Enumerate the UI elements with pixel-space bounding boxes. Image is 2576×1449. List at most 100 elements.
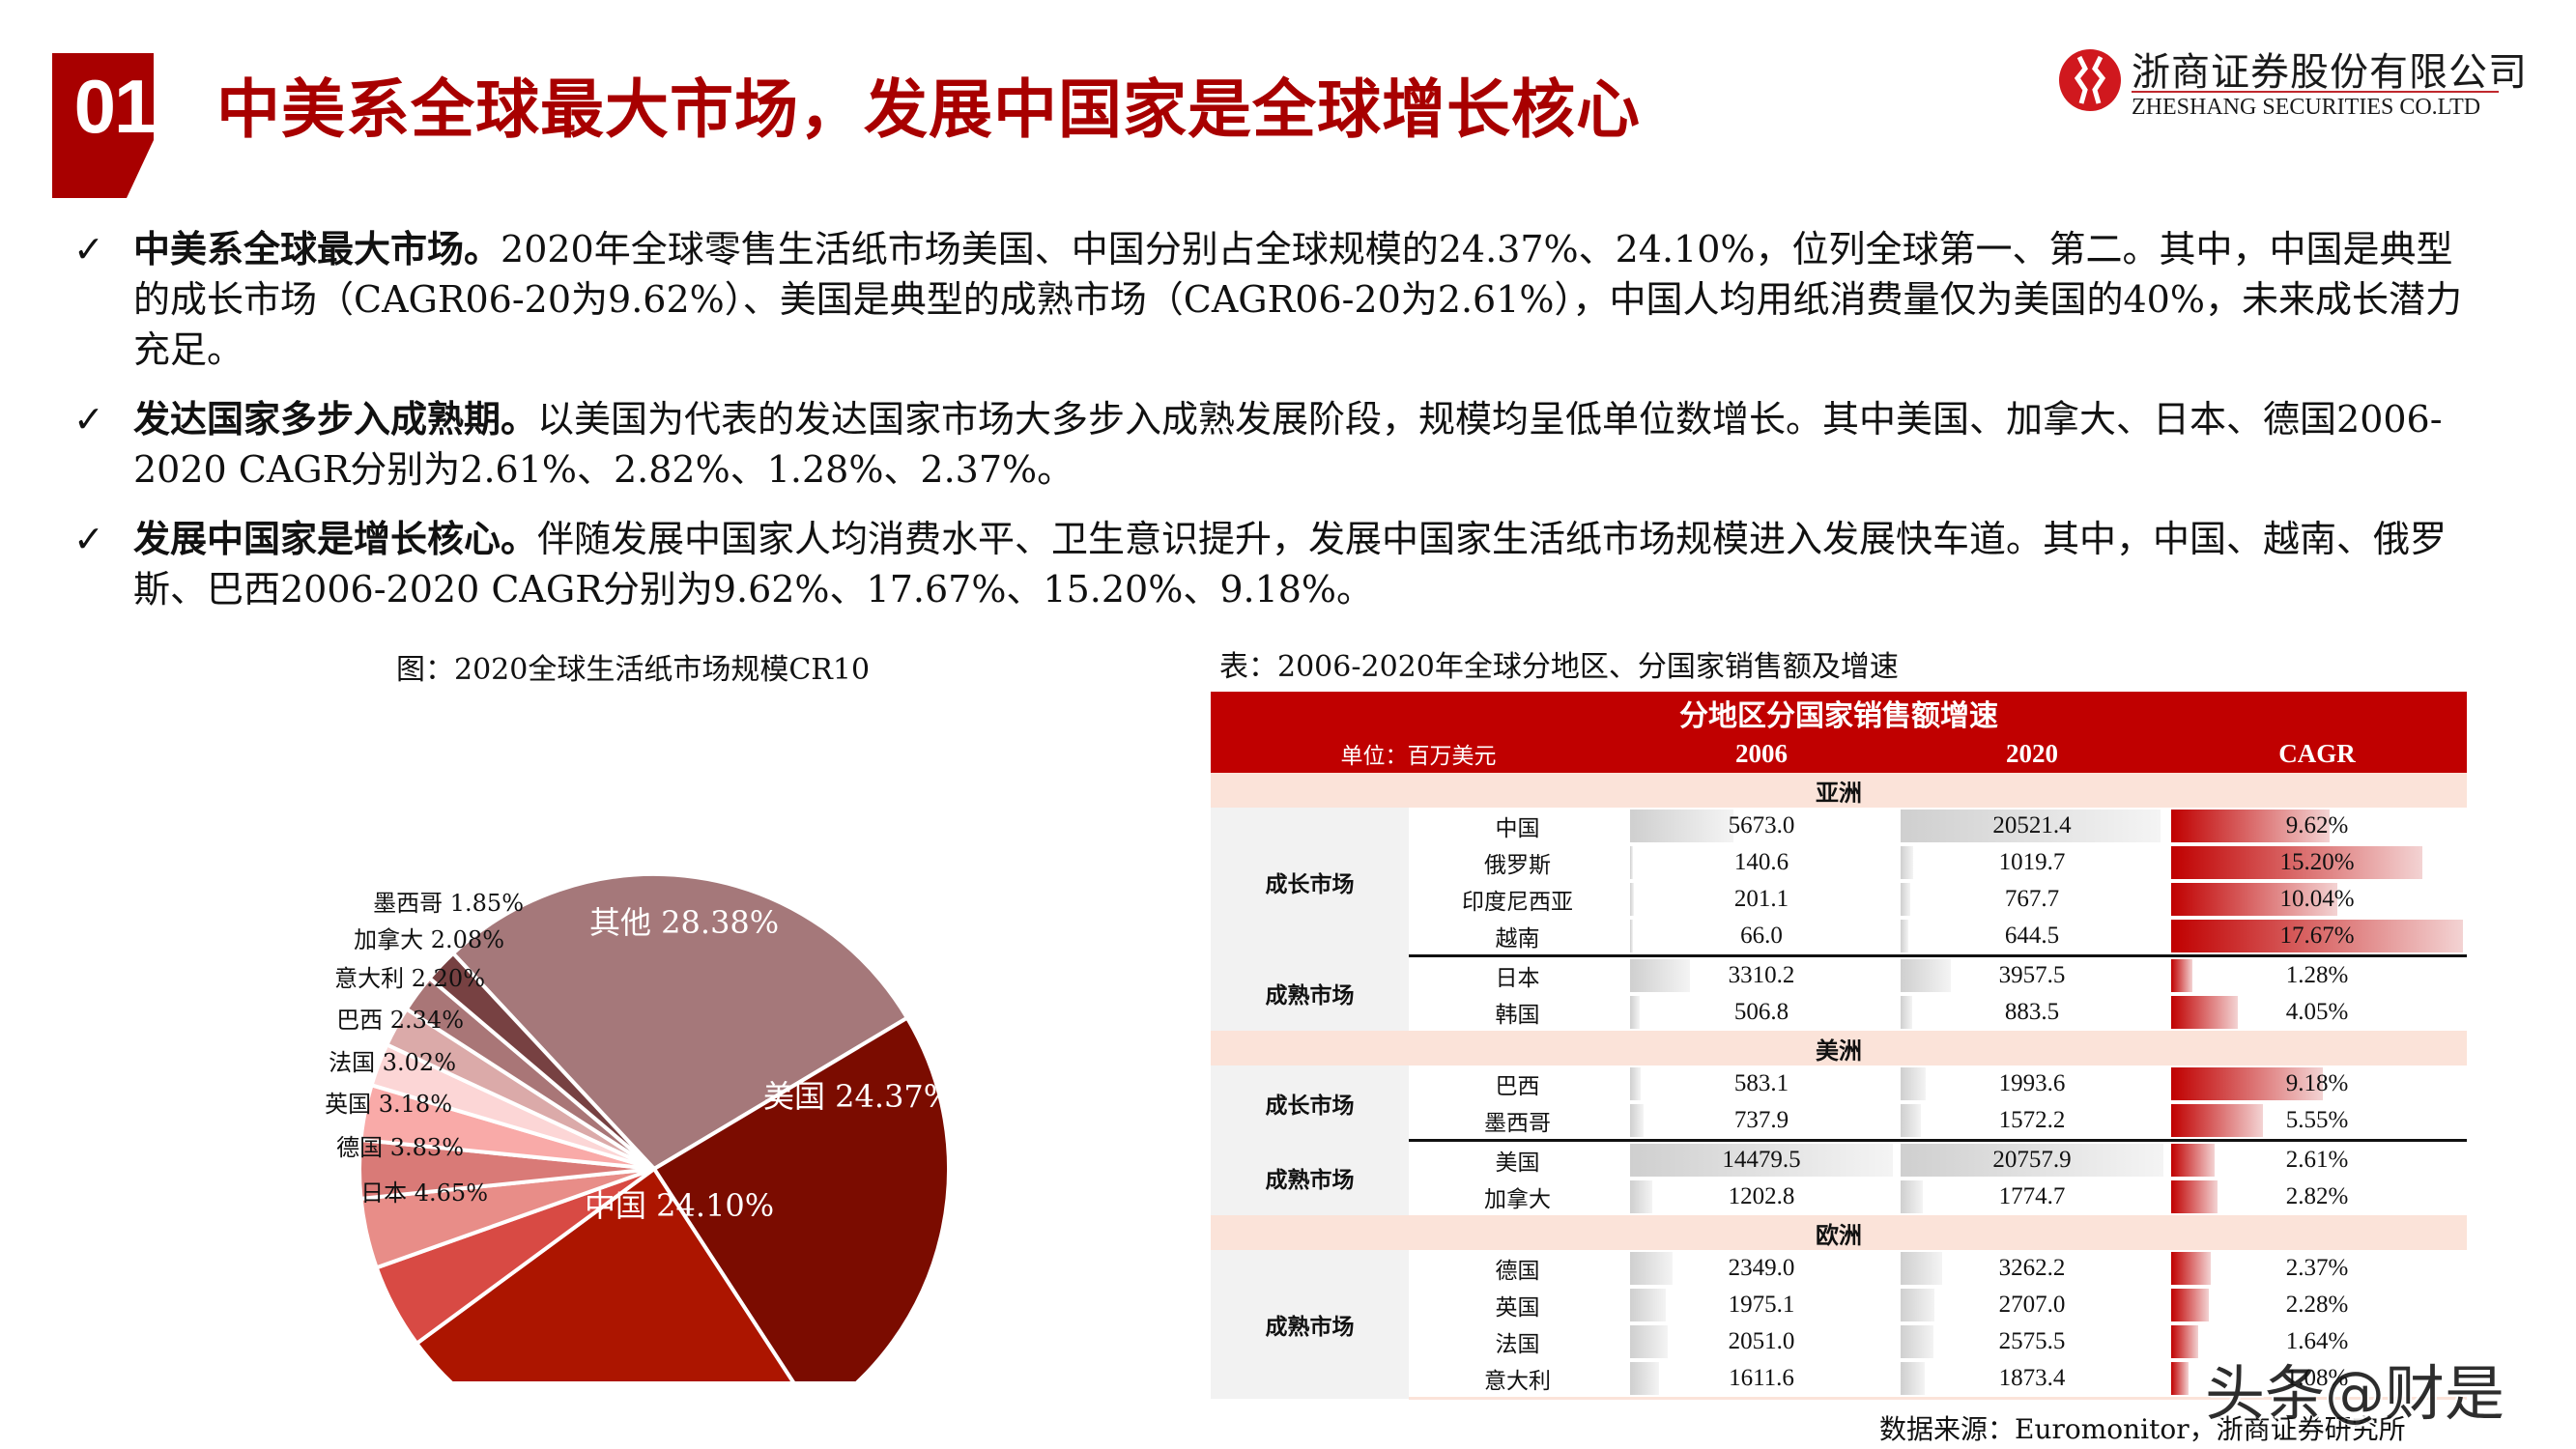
sales-2020-cell: 1774.7 bbox=[1897, 1179, 2167, 1215]
cagr-cell: 2.28% bbox=[2167, 1287, 2467, 1323]
country-name: 德国 bbox=[1495, 1259, 1540, 1284]
data-bar bbox=[2171, 920, 2463, 952]
chart-caption: 图：2020全球生活纸市场规模CR10 bbox=[396, 653, 871, 687]
table-title: 分地区分国家销售额增速 bbox=[1211, 692, 2467, 734]
sales-2020-cell: 767.7 bbox=[1897, 881, 2167, 918]
bullet-item: ✓ 发达国家多步入成熟期。以美国为代表的发达国家市场大多步入成熟发展阶段，规模均… bbox=[73, 394, 2489, 495]
cell-value: 66.0 bbox=[1740, 923, 1783, 949]
pie-slice-label: 德国 3.83% bbox=[336, 1134, 464, 1161]
pie-slice bbox=[426, 951, 656, 1171]
cagr-cell: 2.82% bbox=[2167, 1179, 2467, 1215]
sales-2006-cell: 3310.2 bbox=[1626, 956, 1897, 995]
cell-value: 1.64% bbox=[2285, 1328, 2349, 1354]
cell-value: 1.08% bbox=[2285, 1365, 2349, 1391]
sales-2020-cell: 1873.4 bbox=[1897, 1360, 2167, 1400]
data-bar bbox=[1630, 1362, 1660, 1395]
cell-value: 1873.4 bbox=[1998, 1365, 2066, 1391]
data-bar bbox=[1630, 920, 1633, 952]
cell-value: 5.55% bbox=[2285, 1107, 2349, 1133]
region-name: 欧洲 bbox=[1211, 1215, 2467, 1250]
data-bar bbox=[1630, 810, 1733, 842]
sales-2006-cell: 583.1 bbox=[1626, 1065, 1897, 1102]
cell-value: 2707.0 bbox=[1998, 1292, 2066, 1318]
logo-name-cn: 浙商证券股份有限公司 bbox=[2132, 50, 2528, 95]
cell-value: 3957.5 bbox=[1998, 962, 2066, 988]
data-bar bbox=[2171, 846, 2422, 879]
pie-slice-label: 英国 3.18% bbox=[325, 1091, 452, 1118]
column-header-cagr: CAGR bbox=[2167, 734, 2467, 773]
sales-2020-cell: 3957.5 bbox=[1897, 956, 2167, 995]
table-caption: 表：2006-2020年全球分地区、分国家销售额及增速 bbox=[1219, 650, 1899, 684]
zheshang-logo-icon bbox=[2059, 49, 2121, 111]
data-bar bbox=[1901, 1144, 2163, 1177]
data-bar bbox=[2171, 883, 2337, 916]
cagr-cell: 9.62% bbox=[2167, 808, 2467, 844]
cell-value: 644.5 bbox=[2004, 923, 2060, 949]
country-name: 加拿大 bbox=[1484, 1187, 1551, 1212]
country-name: 英国 bbox=[1495, 1295, 1540, 1321]
cagr-cell: 9.18% bbox=[2167, 1065, 2467, 1102]
cagr-cell: 17.67% bbox=[2167, 918, 2467, 957]
data-bar bbox=[1901, 920, 1909, 952]
bullet-list: ✓ 中美系全球最大市场。2020年全球零售生活纸市场美国、中国分别占全球规模的2… bbox=[73, 224, 2489, 634]
country-name: 中国 bbox=[1495, 816, 1540, 841]
table-row: 成熟市场 德国 2349.0 3262.2 2.37% bbox=[1211, 1250, 2467, 1399]
cell-value: 1572.2 bbox=[1998, 1107, 2066, 1133]
data-bar bbox=[2171, 1067, 2323, 1100]
cagr-cell: 4.05% bbox=[2167, 994, 2467, 1031]
country-name: 意大利 bbox=[1409, 1360, 1626, 1400]
cagr-cell: 10.04% bbox=[2167, 881, 2467, 918]
sales-2020-cell: 2575.5 bbox=[1897, 1323, 2167, 1360]
sales-2020-cell: 2707.0 bbox=[1897, 1287, 2167, 1323]
data-bar bbox=[2171, 1362, 2190, 1395]
pie-slice bbox=[450, 872, 910, 1172]
region-row: 亚洲 bbox=[1211, 773, 2467, 808]
table-row: 印度尼西亚 201.1 767.7 10.04% bbox=[1211, 881, 2467, 918]
cell-value: 15.20% bbox=[2279, 849, 2355, 875]
data-bar bbox=[1630, 959, 1691, 992]
table-row: 韩国 506.8 883.5 4.05% bbox=[1211, 994, 2467, 1031]
cagr-cell: 2.61% bbox=[2167, 1141, 2467, 1179]
data-bar bbox=[1630, 1325, 1668, 1358]
data-bar bbox=[1901, 1289, 1935, 1321]
pie-slice-label: 巴西 2.34% bbox=[336, 1007, 464, 1034]
data-bar bbox=[1901, 1325, 1933, 1358]
cell-value: 4.05% bbox=[2285, 999, 2349, 1025]
watermark: 头条@财是 bbox=[2205, 1358, 2505, 1429]
cagr-cell: 15.20% bbox=[2167, 844, 2467, 881]
sales-2006-cell: 5673.0 bbox=[1626, 808, 1897, 844]
data-bar bbox=[2171, 996, 2239, 1029]
data-bar bbox=[1630, 1289, 1667, 1321]
table-header-row: 单位：百万美元 2006 2020 CAGR bbox=[1211, 734, 2467, 773]
pie-slice bbox=[651, 1014, 951, 1419]
table-row: 成熟市场 美国 14479.5 20757.9 2.61% bbox=[1211, 1140, 2467, 1215]
checkmark-icon: ✓ bbox=[73, 398, 104, 440]
pie-slice-label: 法国 3.02% bbox=[329, 1049, 456, 1076]
cell-value: 767.7 bbox=[2004, 886, 2060, 912]
data-bar bbox=[1901, 1104, 1921, 1137]
sales-2020-cell: 1993.6 bbox=[1897, 1065, 2167, 1102]
pie-chart: 其他 28.38% 美国 24.37% 中国 24.10% 日本 4.65% 德国 3.… bbox=[261, 763, 995, 1449]
cell-value: 2051.0 bbox=[1728, 1328, 1795, 1354]
table-row: 俄罗斯 140.6 1019.7 15.20% bbox=[1211, 844, 2467, 881]
cell-value: 20521.4 bbox=[1992, 812, 2072, 838]
column-header-2006: 2006 bbox=[1626, 734, 1897, 773]
pie-slice-label: 意大利 2.20% bbox=[334, 965, 485, 992]
cagr-cell: 1.08% bbox=[2167, 1360, 2467, 1400]
market-group-label: 成熟市场 bbox=[1211, 1140, 1409, 1215]
sales-2020-cell: 1572.2 bbox=[1897, 1102, 2167, 1142]
cell-value: 2.37% bbox=[2285, 1255, 2349, 1281]
cell-value: 883.5 bbox=[2004, 999, 2060, 1025]
cell-value: 1202.8 bbox=[1728, 1183, 1795, 1209]
table-title-row: 分地区分国家销售额增速 bbox=[1211, 692, 2467, 734]
data-bar bbox=[2171, 1180, 2218, 1213]
data-bar bbox=[2171, 1289, 2209, 1321]
data-bar bbox=[1901, 1067, 1927, 1100]
sales-2006-cell: 506.8 bbox=[1626, 994, 1897, 1031]
cell-value: 2.61% bbox=[2285, 1147, 2349, 1173]
data-bar bbox=[1901, 1362, 1925, 1395]
sales-2006-cell: 201.1 bbox=[1626, 881, 1897, 918]
sales-2020-cell: 20757.9 bbox=[1897, 1141, 2167, 1179]
data-bar bbox=[1901, 1180, 1924, 1213]
data-bar bbox=[1630, 1067, 1641, 1100]
